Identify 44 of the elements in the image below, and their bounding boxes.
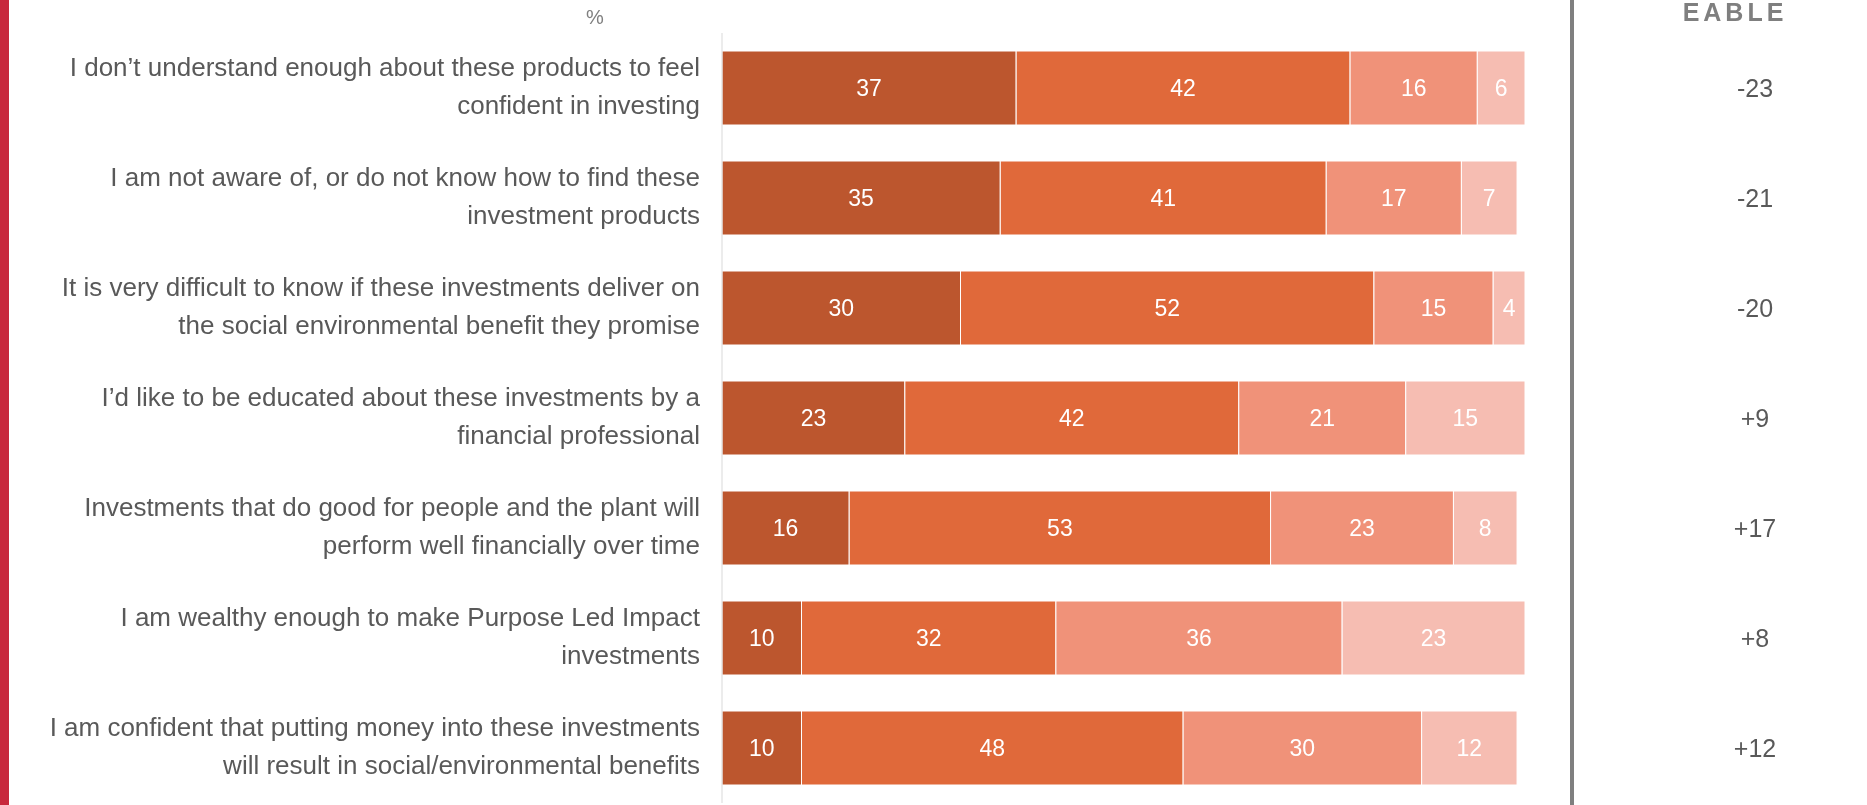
text: +12: [1732, 733, 1778, 764]
data-label: 37: [856, 75, 882, 102]
data-label: 4: [1502, 295, 1516, 322]
y-tick-label: Investments that do good for people and the plant will perform well financially over time: [84, 491, 700, 560]
y-tick-label: I am wealthy enough to make Purpose Led Impact investments: [120, 601, 701, 670]
data-label: 23: [800, 405, 827, 432]
data-label: 35: [848, 185, 874, 212]
data-label: 41: [1150, 185, 1177, 212]
text: +9: [1739, 403, 1771, 434]
data-label: 16: [1400, 75, 1427, 102]
data-label: 42: [1059, 405, 1085, 432]
text: +17: [1732, 513, 1778, 544]
data-label: 6: [1494, 75, 1508, 102]
data-label: 17: [1381, 185, 1407, 212]
text: -21: [1735, 183, 1775, 214]
data-label: 10: [748, 735, 775, 762]
y-tick-label: I am not aware of, or do not know how to find these investment products: [110, 161, 700, 230]
y-tick-label: I am confident that putting money into these investments will result in social/environmental benefits: [49, 711, 700, 780]
data-label: 36: [1186, 625, 1212, 652]
data-label: 15: [1452, 405, 1479, 432]
data-label: 53: [1047, 515, 1073, 542]
data-label: 7: [1482, 185, 1496, 212]
data-label: 32: [915, 625, 942, 652]
data-label: 15: [1420, 295, 1447, 322]
data-label: 48: [979, 735, 1006, 762]
data-label: 21: [1309, 405, 1336, 432]
data-label: 23: [1420, 625, 1447, 652]
data-label: 30: [828, 295, 855, 322]
data-label: 12: [1456, 735, 1483, 762]
data-label: 16: [772, 515, 799, 542]
text: -20: [1735, 293, 1775, 324]
data-label: 10: [748, 625, 775, 652]
text: EABLE: [1681, 0, 1789, 27]
data-label: 42: [1170, 75, 1196, 102]
x-axis-title: %: [585, 6, 605, 29]
y-tick-label: It is very difficult to know if these investments deliver on the social environmental benefit they promise: [61, 271, 700, 340]
data-label: 23: [1349, 515, 1375, 542]
text: +8: [1739, 623, 1771, 654]
text: -23: [1735, 73, 1775, 104]
y-tick-label: I don’t understand enough about these products to feel confident in investing: [69, 51, 700, 120]
y-tick-label: I’d like to be educated about these investments by a financial professional: [101, 381, 701, 450]
data-label: 8: [1478, 515, 1492, 542]
data-label: 52: [1154, 295, 1181, 322]
data-label: 30: [1289, 735, 1316, 762]
